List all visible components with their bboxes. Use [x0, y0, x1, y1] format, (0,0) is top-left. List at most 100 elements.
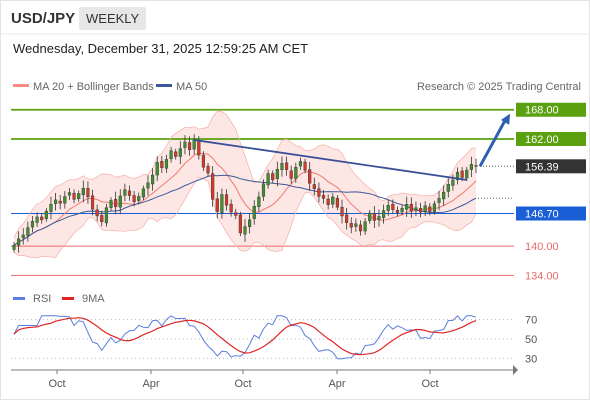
candle [155, 156, 159, 182]
chart-header: USD/JPY WEEKLY [0, 0, 590, 36]
level-label-140.00: 140.00 [525, 241, 559, 253]
candle [146, 175, 150, 196]
x-tick-label: Oct [48, 378, 65, 390]
candle [377, 209, 381, 227]
candle [229, 199, 233, 217]
x-tick-label: Oct [234, 378, 251, 390]
candle [248, 213, 252, 234]
legend-swatch-ma50 [156, 84, 172, 87]
candle [77, 190, 81, 202]
candle [95, 204, 99, 222]
candle [469, 156, 473, 178]
candle [400, 205, 404, 216]
rsi-level-label: 30 [525, 353, 537, 365]
watermark: Research © 2025 Trading Central [417, 81, 581, 93]
candlesticks [12, 134, 478, 253]
level-labels: 168.00 162.00 156.39 146.70 140.00 134.00 [516, 102, 586, 282]
candle [386, 199, 390, 216]
level-label-134.00: 134.00 [525, 270, 559, 282]
candle [354, 218, 358, 232]
candle [67, 187, 72, 200]
candle [123, 183, 127, 202]
candle [211, 166, 215, 207]
candle [40, 213, 44, 224]
level-label-156.39: 156.39 [525, 161, 559, 173]
candle [137, 192, 141, 205]
candle [275, 161, 279, 187]
candle [164, 154, 169, 173]
bollinger-upper [13, 110, 477, 239]
x-tick-label: Apr [142, 378, 159, 390]
candle [58, 194, 62, 210]
candle [345, 207, 349, 230]
candle [90, 189, 95, 216]
candle [104, 203, 108, 227]
x-tick-label: Apr [328, 378, 345, 390]
candle [187, 136, 192, 156]
x-axis: Oct Apr Oct Apr Oct [11, 365, 518, 390]
candle [220, 188, 224, 219]
candle [428, 203, 432, 216]
candle [446, 178, 450, 198]
candle [114, 191, 118, 215]
candle [81, 180, 85, 203]
level-label-146.70: 146.70 [525, 209, 559, 221]
candle [141, 185, 145, 201]
candle [174, 148, 178, 160]
candle [35, 212, 39, 228]
candle [326, 194, 330, 210]
candle [271, 170, 275, 183]
candle [280, 156, 284, 177]
bollinger-lower [13, 176, 477, 259]
candle [432, 200, 437, 215]
symbol-label: USD/JPY [11, 10, 76, 27]
candle [289, 165, 293, 184]
level-label-168.00: 168.00 [525, 105, 559, 117]
candle [63, 191, 67, 209]
candle [86, 181, 90, 204]
candle [12, 242, 16, 253]
level-label-162.00: 162.00 [525, 134, 559, 146]
candle [382, 204, 386, 224]
candle [53, 193, 58, 211]
candle [183, 135, 187, 155]
candle [206, 162, 210, 177]
candle [118, 189, 122, 215]
candle [335, 195, 339, 211]
period-badge[interactable]: WEEKLY [79, 7, 147, 30]
candle [474, 158, 478, 174]
candle [331, 193, 335, 208]
candle [391, 199, 395, 215]
candle [257, 191, 261, 213]
candle [26, 221, 30, 242]
downtrend-line [194, 139, 467, 181]
rsi-panel: 70 50 30 [11, 315, 537, 365]
candle [455, 167, 460, 185]
candle [284, 156, 289, 176]
timestamp: Wednesday, December 31, 2025 12:59:25 AM… [13, 41, 309, 56]
candle [409, 197, 413, 218]
legend-9ma: 9MA [82, 293, 105, 305]
candle [465, 167, 469, 182]
rsi-legend: RSI 9MA [13, 293, 105, 305]
candle [261, 179, 266, 201]
candle [17, 231, 21, 253]
legend-ma20: MA 20 + Bollinger Bands [33, 81, 154, 93]
rsi-line [13, 315, 477, 360]
candle [442, 185, 446, 206]
legend-rsi: RSI [33, 293, 51, 305]
candle [321, 189, 326, 204]
candle [72, 189, 76, 204]
candle [238, 211, 242, 237]
legend-swatch-9ma [62, 297, 74, 300]
projection-arrow [478, 118, 508, 168]
x-tick-label: Oct [421, 378, 438, 390]
candle [132, 190, 136, 207]
candle [21, 228, 25, 245]
candle [368, 209, 372, 224]
candle [317, 182, 321, 203]
candle [169, 146, 173, 163]
rsi-ma-line [13, 317, 477, 356]
level-tag-168.00 [516, 102, 586, 117]
